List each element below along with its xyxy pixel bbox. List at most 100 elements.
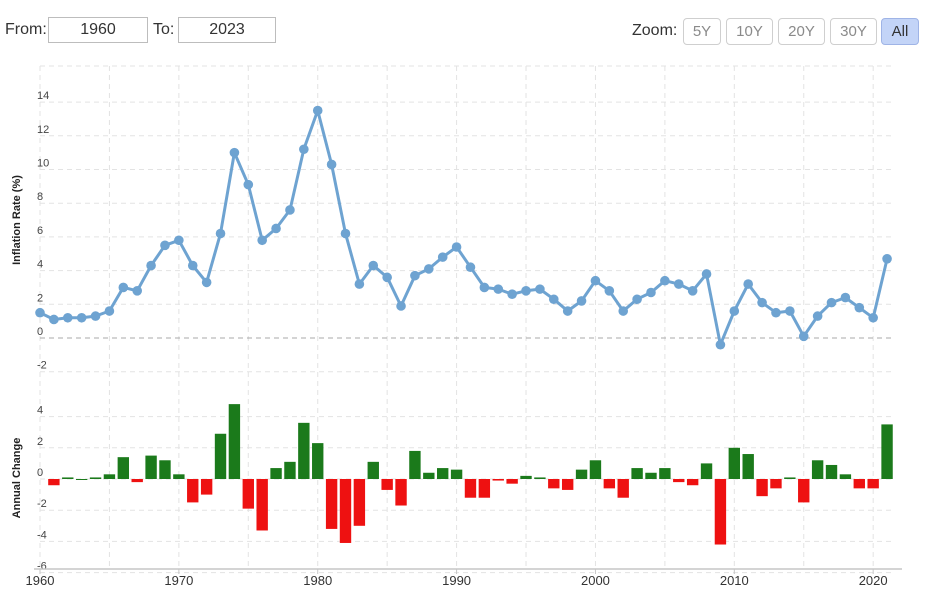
inflation-point [76,312,87,323]
inflation-point [785,306,795,316]
zoom-all-button[interactable]: All [881,18,919,45]
change-bar [756,479,768,497]
zoom-10y-button[interactable]: 10Y [726,18,773,45]
x-tick-label: 2020 [859,573,888,588]
change-bar [325,479,338,529]
change-bar [339,479,352,543]
x-tick-label: 1980 [303,573,332,588]
axes: -2 0 2 4 6 8 10 12 14 -6 -4 -2 0 2 4 1960 1970 1980 1990 20… [26,90,902,588]
x-tick-label: 1960 [26,573,55,588]
change-bar [145,455,157,479]
change-bar [270,468,282,479]
inflation-point [701,269,712,279]
inflation-point [868,312,878,323]
zoom-5y-button[interactable]: 5Y [683,18,721,45]
zoom-30y-button[interactable]: 30Y [830,18,877,45]
y-tick-label: -4 [37,529,47,541]
from-date-input[interactable] [48,17,148,43]
change-bar [603,479,616,489]
change-bar [673,479,685,483]
inflation-point [576,296,587,306]
inflation-point [312,105,323,116]
change-bar [173,474,185,479]
inflation-point [424,264,434,274]
inflation-point [590,275,601,286]
change-bar [103,474,116,479]
change-bar [353,479,366,526]
inflation-point [451,242,462,252]
y-tick-label: 4 [37,405,43,417]
change-bar [437,468,449,479]
change-bar [298,422,310,479]
zoom-20y-button[interactable]: 20Y [778,18,825,45]
change-bar [548,479,560,489]
inflation-point [299,144,309,155]
x-tick-label: 1990 [442,573,471,588]
change-bar [89,477,102,479]
inflation-point [257,235,267,246]
change-bar [784,477,796,479]
inflation-line [39,109,889,347]
change-bar [492,479,504,481]
inflation-point [771,307,781,318]
change-bar [48,479,60,486]
inflation-point [812,311,823,321]
change-bar [242,479,254,509]
inflation-point [521,286,531,296]
change-bar [770,479,782,489]
change-bar [200,479,213,495]
inflation-point [146,260,156,271]
change-bar [187,479,199,503]
change-bar [575,469,588,479]
inflation-point [882,254,892,264]
change-bar [214,433,227,479]
inflation-point [562,306,573,316]
inflation-point [368,260,379,271]
inflation-point [271,223,281,234]
inflation-point [437,252,448,262]
change-bar [867,479,879,489]
inflation-point [340,228,351,239]
inflation-point [646,287,656,298]
inflation-point [493,284,504,294]
y-tick-label: 14 [37,90,49,102]
inflation-point [396,301,406,311]
inflation-point [229,147,240,158]
change-bar [728,447,741,479]
change-bar [312,443,324,479]
change-bar [159,460,171,479]
gridlines [39,65,894,574]
change-bar [284,461,296,479]
inflation-point [743,279,753,289]
from-label: From: [5,21,47,38]
inflation-point [673,279,684,289]
inflation-point [479,282,490,293]
inflation-point [118,282,129,293]
change-bar [853,479,865,489]
to-date-input[interactable] [178,17,276,43]
change-bar [367,461,379,479]
change-bar [478,479,491,498]
inflation-point [632,294,642,305]
inflation-point [187,260,198,271]
inflation-point [90,311,101,321]
inflation-point [285,205,295,215]
change-bar [62,477,74,479]
y-tick-label: -2 [37,360,47,372]
change-bar [464,479,477,498]
y-tick-label: 6 [37,225,43,237]
y-tick-label: -2 [37,498,47,510]
change-bar [534,477,546,479]
inflation-point [465,262,476,273]
y-tick-label: 12 [37,124,49,136]
change-bar [228,404,241,479]
change-bar [700,463,713,479]
inflation-point [687,286,698,296]
annual-change-bars [48,404,893,545]
change-bar [423,472,435,479]
change-bar [839,474,852,479]
y-tick-label: 4 [37,259,43,271]
inflation-point [798,331,809,342]
inflation-point [35,307,45,318]
change-bar [561,479,574,490]
